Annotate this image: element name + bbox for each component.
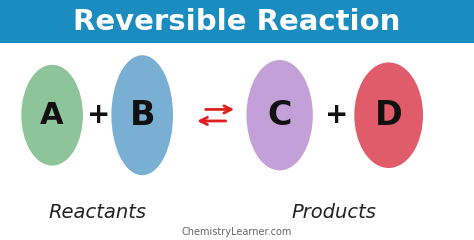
Ellipse shape	[111, 55, 173, 175]
Text: C: C	[267, 99, 292, 132]
Text: B: B	[129, 99, 155, 132]
Text: +: +	[87, 101, 110, 129]
Ellipse shape	[246, 60, 313, 170]
Ellipse shape	[354, 62, 423, 168]
Text: A: A	[40, 101, 64, 130]
Text: +: +	[325, 101, 348, 129]
FancyBboxPatch shape	[0, 0, 474, 43]
Text: D: D	[375, 99, 402, 132]
Ellipse shape	[21, 65, 83, 166]
Text: Reversible Reaction: Reversible Reaction	[73, 8, 401, 36]
Text: ChemistryLearner.com: ChemistryLearner.com	[182, 227, 292, 237]
Text: Reactants: Reactants	[48, 203, 146, 222]
Text: Products: Products	[292, 203, 377, 222]
